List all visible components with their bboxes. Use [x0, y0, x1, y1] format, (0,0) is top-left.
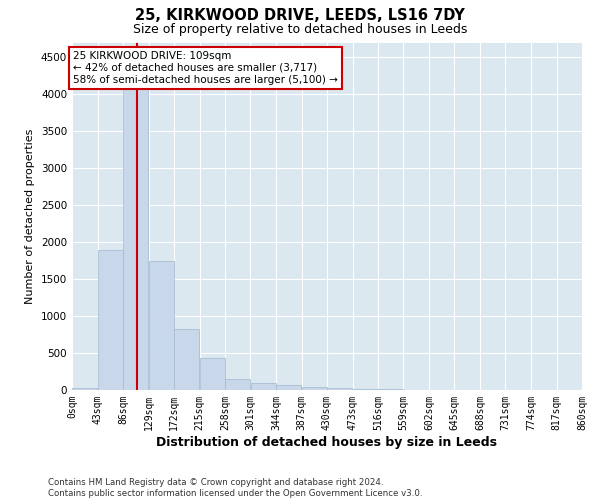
Text: 25 KIRKWOOD DRIVE: 109sqm
← 42% of detached houses are smaller (3,717)
58% of se: 25 KIRKWOOD DRIVE: 109sqm ← 42% of detac… [73, 52, 338, 84]
Text: 25, KIRKWOOD DRIVE, LEEDS, LS16 7DY: 25, KIRKWOOD DRIVE, LEEDS, LS16 7DY [135, 8, 465, 22]
Bar [353, 388, 378, 390]
Text: Contains HM Land Registry data © Crown copyright and database right 2024.
Contai: Contains HM Land Registry data © Crown c… [48, 478, 422, 498]
Y-axis label: Number of detached properties: Number of detached properties [25, 128, 35, 304]
Bar [276, 385, 301, 390]
Bar [123, 58, 148, 390]
Bar [149, 260, 174, 390]
Bar [200, 358, 225, 390]
Bar [98, 250, 123, 390]
Text: Size of property relative to detached houses in Leeds: Size of property relative to detached ho… [133, 22, 467, 36]
Bar [302, 387, 327, 390]
Bar [251, 384, 276, 390]
X-axis label: Distribution of detached houses by size in Leeds: Distribution of detached houses by size … [157, 436, 497, 448]
Bar [72, 388, 97, 390]
Bar [174, 330, 199, 390]
Bar [327, 388, 352, 390]
Bar [225, 379, 250, 390]
